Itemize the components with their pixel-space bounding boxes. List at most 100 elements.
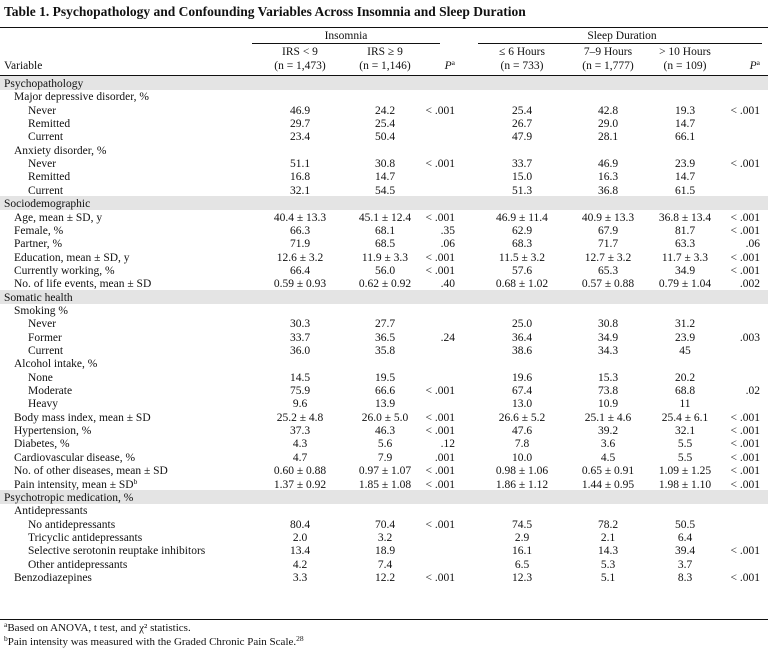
row-label: Currently working, % <box>14 264 115 278</box>
column-header-p-insomnia: Pa <box>425 59 455 73</box>
cell-sleep-gt10: 23.9 <box>674 331 696 344</box>
cell-sleep-gt10: 23.9 <box>674 158 696 171</box>
cell-sleep-7to9: 0.57 ± 0.88 <box>581 278 635 291</box>
cell-sleep-gt10: 1.98 ± 1.10 <box>658 478 712 491</box>
cell-sleep-le6: 51.3 <box>511 184 533 197</box>
cell-sleep-7to9: 42.8 <box>597 104 619 117</box>
cell-irs-ge9: 14.7 <box>374 171 396 184</box>
cell-irs-ge9: 0.62 ± 0.92 <box>358 278 412 291</box>
group-underline-sleep-duration <box>478 43 762 44</box>
row-label-text: Heavy <box>28 398 59 411</box>
row-label: Former <box>28 331 62 345</box>
cell-sleep-gt10: 39.4 <box>674 545 696 558</box>
column-header-p-sleep: Pa <box>730 59 760 73</box>
cell-p-sleep: < .001 <box>730 451 761 464</box>
row-label: Age, mean ± SD, y <box>14 211 102 225</box>
cell-sleep-7to9: 5.3 <box>600 558 616 571</box>
cell-sleep-7to9: 73.8 <box>597 385 619 398</box>
footnote-a: aBased on ANOVA, t test, and χ² statisti… <box>4 621 191 635</box>
footnote-text: Based on ANOVA, t test, and χ² statistic… <box>7 622 191 634</box>
column-header-variable: Variable <box>4 60 43 72</box>
cell-irs-lt9: 4.7 <box>292 451 308 464</box>
cell-p-sleep: < .001 <box>730 158 761 171</box>
cell-irs-ge9: 13.9 <box>374 398 396 411</box>
cell-irs-lt9: 9.6 <box>292 398 308 411</box>
cell-sleep-7to9: 10.9 <box>597 398 619 411</box>
cell-irs-ge9: 46.3 <box>374 425 396 438</box>
row-label-text: Current <box>28 184 64 197</box>
cell-p-sleep: < .001 <box>730 264 761 277</box>
cell-irs-lt9: 4.3 <box>292 438 308 451</box>
cell-sleep-le6: 15.0 <box>511 171 533 184</box>
cell-sleep-7to9: 78.2 <box>597 518 619 531</box>
group-underline-insomnia <box>252 43 440 44</box>
footnote-marker: b <box>4 634 8 643</box>
row-label: Pain intensity, mean ± SDb <box>14 477 137 492</box>
cell-p-insomnia: .06 <box>440 238 455 251</box>
cell-p-insomnia: < .001 <box>425 411 456 424</box>
row-label: Remitted <box>28 170 70 184</box>
cell-sleep-7to9: 14.3 <box>597 545 619 558</box>
cell-p-insomnia: < .001 <box>425 425 456 438</box>
cell-sleep-gt10: 68.8 <box>674 385 696 398</box>
section-label: Psychopathology <box>4 78 84 90</box>
cell-sleep-gt10: 3.7 <box>677 558 693 571</box>
cell-sleep-le6: 19.6 <box>511 371 533 384</box>
row-label-text: Cardiovascular disease, % <box>14 451 136 464</box>
cell-irs-lt9: 3.3 <box>292 571 308 584</box>
row-label: Education, mean ± SD, y <box>14 251 130 265</box>
cell-sleep-le6: 25.0 <box>511 318 533 331</box>
column-n-sleep-gt10: (n = 109) <box>663 60 707 72</box>
top-rule <box>0 27 768 28</box>
cell-irs-ge9: 35.8 <box>374 345 396 357</box>
cell-sleep-7to9: 36.8 <box>597 184 619 197</box>
p-footnote-marker: a <box>756 58 760 67</box>
cell-irs-lt9: 25.2 ± 4.8 <box>276 411 324 424</box>
cell-irs-lt9: 29.7 <box>289 118 311 131</box>
cell-sleep-gt10: 31.2 <box>674 318 696 331</box>
cell-sleep-7to9: 39.2 <box>597 425 619 438</box>
cell-sleep-le6: 6.5 <box>514 558 530 571</box>
group-header-sleep-duration: Sleep Duration <box>587 30 657 42</box>
cell-irs-lt9: 2.0 <box>292 531 308 544</box>
column-n-sleep-7to9: (n = 1,777) <box>582 60 634 72</box>
cell-p-insomnia: < .001 <box>425 211 456 224</box>
row-label: Current <box>28 130 63 144</box>
row-label: Benzodiazepines <box>14 571 92 585</box>
cell-irs-lt9: 23.4 <box>289 131 311 144</box>
cell-p-insomnia: .24 <box>440 331 455 344</box>
cell-p-sleep: < .001 <box>730 545 761 558</box>
cell-sleep-le6: 26.6 ± 5.2 <box>498 411 546 424</box>
cell-irs-lt9: 75.9 <box>289 385 311 398</box>
bottom-rule <box>0 619 768 620</box>
row-label: No antidepressants <box>28 518 115 532</box>
row-label: Alcohol intake, % <box>14 357 97 371</box>
cell-irs-ge9: 68.5 <box>374 238 396 251</box>
cell-sleep-le6: 25.4 <box>511 104 533 117</box>
row-label-text: No. of other diseases, mean ± SD <box>14 465 168 478</box>
column-header-irs-ge9: IRS ≥ 9 <box>367 46 403 58</box>
cell-p-sleep: < .001 <box>730 251 761 264</box>
section-band <box>0 489 768 505</box>
cell-sleep-le6: 26.7 <box>511 118 533 131</box>
row-label: Other antidepressants <box>28 558 127 572</box>
cell-irs-ge9: 66.6 <box>374 385 396 398</box>
cell-sleep-le6: 68.3 <box>511 238 533 251</box>
row-label: Never <box>28 157 56 171</box>
row-label-text: None <box>28 371 53 384</box>
row-label: Major depressive disorder, % <box>14 90 149 104</box>
cell-irs-lt9: 16.8 <box>289 171 311 184</box>
row-label: Never <box>28 104 56 118</box>
cell-irs-ge9: 7.4 <box>377 558 393 571</box>
cell-irs-lt9: 66.4 <box>289 264 311 277</box>
cell-sleep-gt10: 1.09 ± 1.25 <box>658 465 712 478</box>
cell-sleep-7to9: 46.9 <box>597 158 619 171</box>
row-label-text: Current <box>28 345 64 357</box>
cell-p-insomnia: .001 <box>434 451 455 464</box>
row-label: Heavy <box>28 397 58 411</box>
cell-p-sleep: < .001 <box>730 224 761 237</box>
cell-sleep-gt10: 11.7 ± 3.3 <box>661 251 709 264</box>
cell-sleep-le6: 46.9 ± 11.4 <box>496 211 548 224</box>
cell-p-insomnia: < .001 <box>425 478 456 491</box>
